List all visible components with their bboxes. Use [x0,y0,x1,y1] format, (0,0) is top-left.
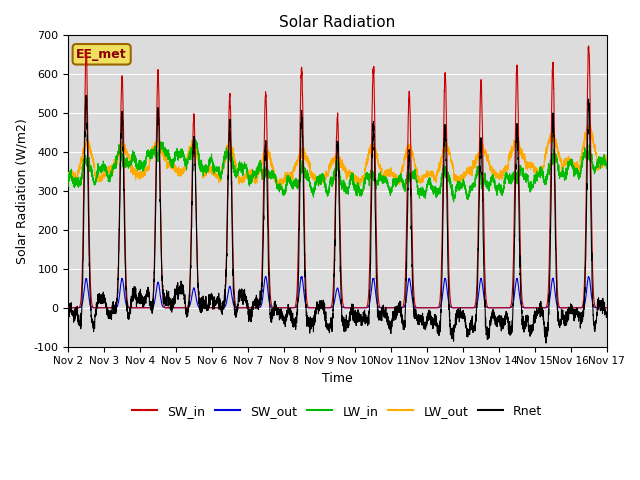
SW_out [65,305,72,311]
SW_out [603,305,611,311]
Line: Rnet: Rnet [68,96,607,343]
Title: Solar Radiation: Solar Radiation [279,15,396,30]
LW_out [602,156,610,161]
SW_in [458,305,466,311]
LW_out [161,153,169,158]
SW_in [488,305,496,311]
SW_out [489,305,497,311]
Legend: SW_in, SW_out, LW_in, LW_out, Rnet: SW_in, SW_out, LW_in, LW_out, Rnet [127,400,547,423]
LW_out [586,122,594,128]
SW_in [428,305,436,311]
Text: EE_met: EE_met [76,48,127,61]
Rnet [458,311,466,317]
Rnet [489,311,497,317]
Y-axis label: Solar Radiation (W/m2): Solar Radiation (W/m2) [15,118,28,264]
Rnet [317,303,325,309]
Rnet [602,309,610,315]
SW_in [602,305,610,311]
SW_in [603,305,611,311]
Line: SW_out: SW_out [68,276,607,308]
Rnet [65,315,72,321]
LW_in [161,148,169,154]
LW_out [274,184,282,190]
SW_out [262,274,269,279]
SW_in [585,43,593,49]
Line: LW_out: LW_out [68,125,607,187]
SW_in [65,305,72,311]
LW_in [602,160,610,166]
LW_out [458,175,466,181]
Rnet [603,312,611,318]
LW_out [603,158,611,164]
LW_in [603,166,611,171]
SW_out [317,305,325,311]
SW_out [428,305,436,311]
SW_out [602,305,610,311]
Rnet [83,93,90,98]
LW_in [317,174,325,180]
LW_out [489,168,497,173]
SW_in [161,304,169,310]
LW_in [65,183,72,189]
LW_in [191,137,199,143]
LW_out [428,171,436,177]
LW_in [450,199,458,205]
X-axis label: Time: Time [322,372,353,385]
Line: SW_in: SW_in [68,46,607,308]
Rnet [428,321,436,327]
Rnet [161,294,169,300]
LW_in [458,185,466,191]
LW_out [317,176,325,181]
LW_out [65,173,72,179]
Rnet [542,340,550,346]
LW_in [428,187,436,192]
SW_out [458,305,466,311]
SW_out [161,305,169,311]
LW_in [489,178,497,183]
Line: LW_in: LW_in [68,140,607,202]
SW_in [317,305,325,311]
